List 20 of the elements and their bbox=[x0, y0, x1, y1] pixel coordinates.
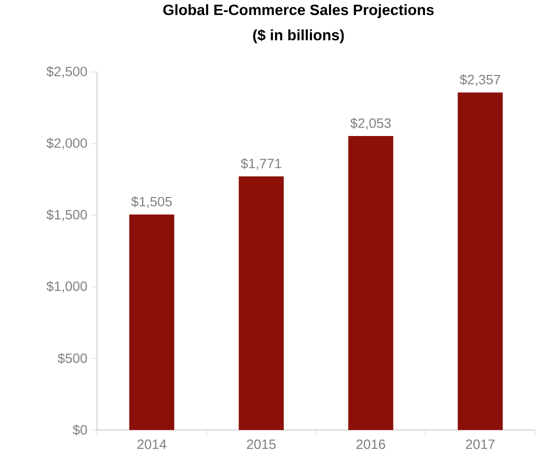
data-label: $2,053 bbox=[350, 118, 391, 130]
x-tick-label: 2014 bbox=[137, 440, 166, 450]
data-label: $1,505 bbox=[131, 196, 172, 208]
bar bbox=[238, 176, 284, 430]
bar bbox=[348, 136, 394, 430]
y-tick-label: $500 bbox=[58, 352, 87, 364]
y-tick-label: $2,500 bbox=[46, 66, 87, 78]
data-label: $2,357 bbox=[460, 74, 500, 86]
chart-title: Global E-Commerce Sales Projections bbox=[163, 4, 434, 18]
bar bbox=[129, 214, 174, 430]
chart-subtitle: ($ in billions) bbox=[253, 29, 344, 44]
y-tick-label: $1,500 bbox=[46, 209, 87, 222]
x-tick-label: 2017 bbox=[466, 440, 495, 450]
bar bbox=[458, 92, 503, 430]
y-tick-label: $2,000 bbox=[46, 138, 87, 150]
y-tick-label: $0 bbox=[72, 424, 87, 436]
y-tick-label: $1,000 bbox=[46, 280, 87, 293]
x-tick-label: 2016 bbox=[356, 440, 386, 450]
x-tick-label: 2015 bbox=[246, 440, 276, 450]
data-label: $1,771 bbox=[240, 158, 282, 170]
